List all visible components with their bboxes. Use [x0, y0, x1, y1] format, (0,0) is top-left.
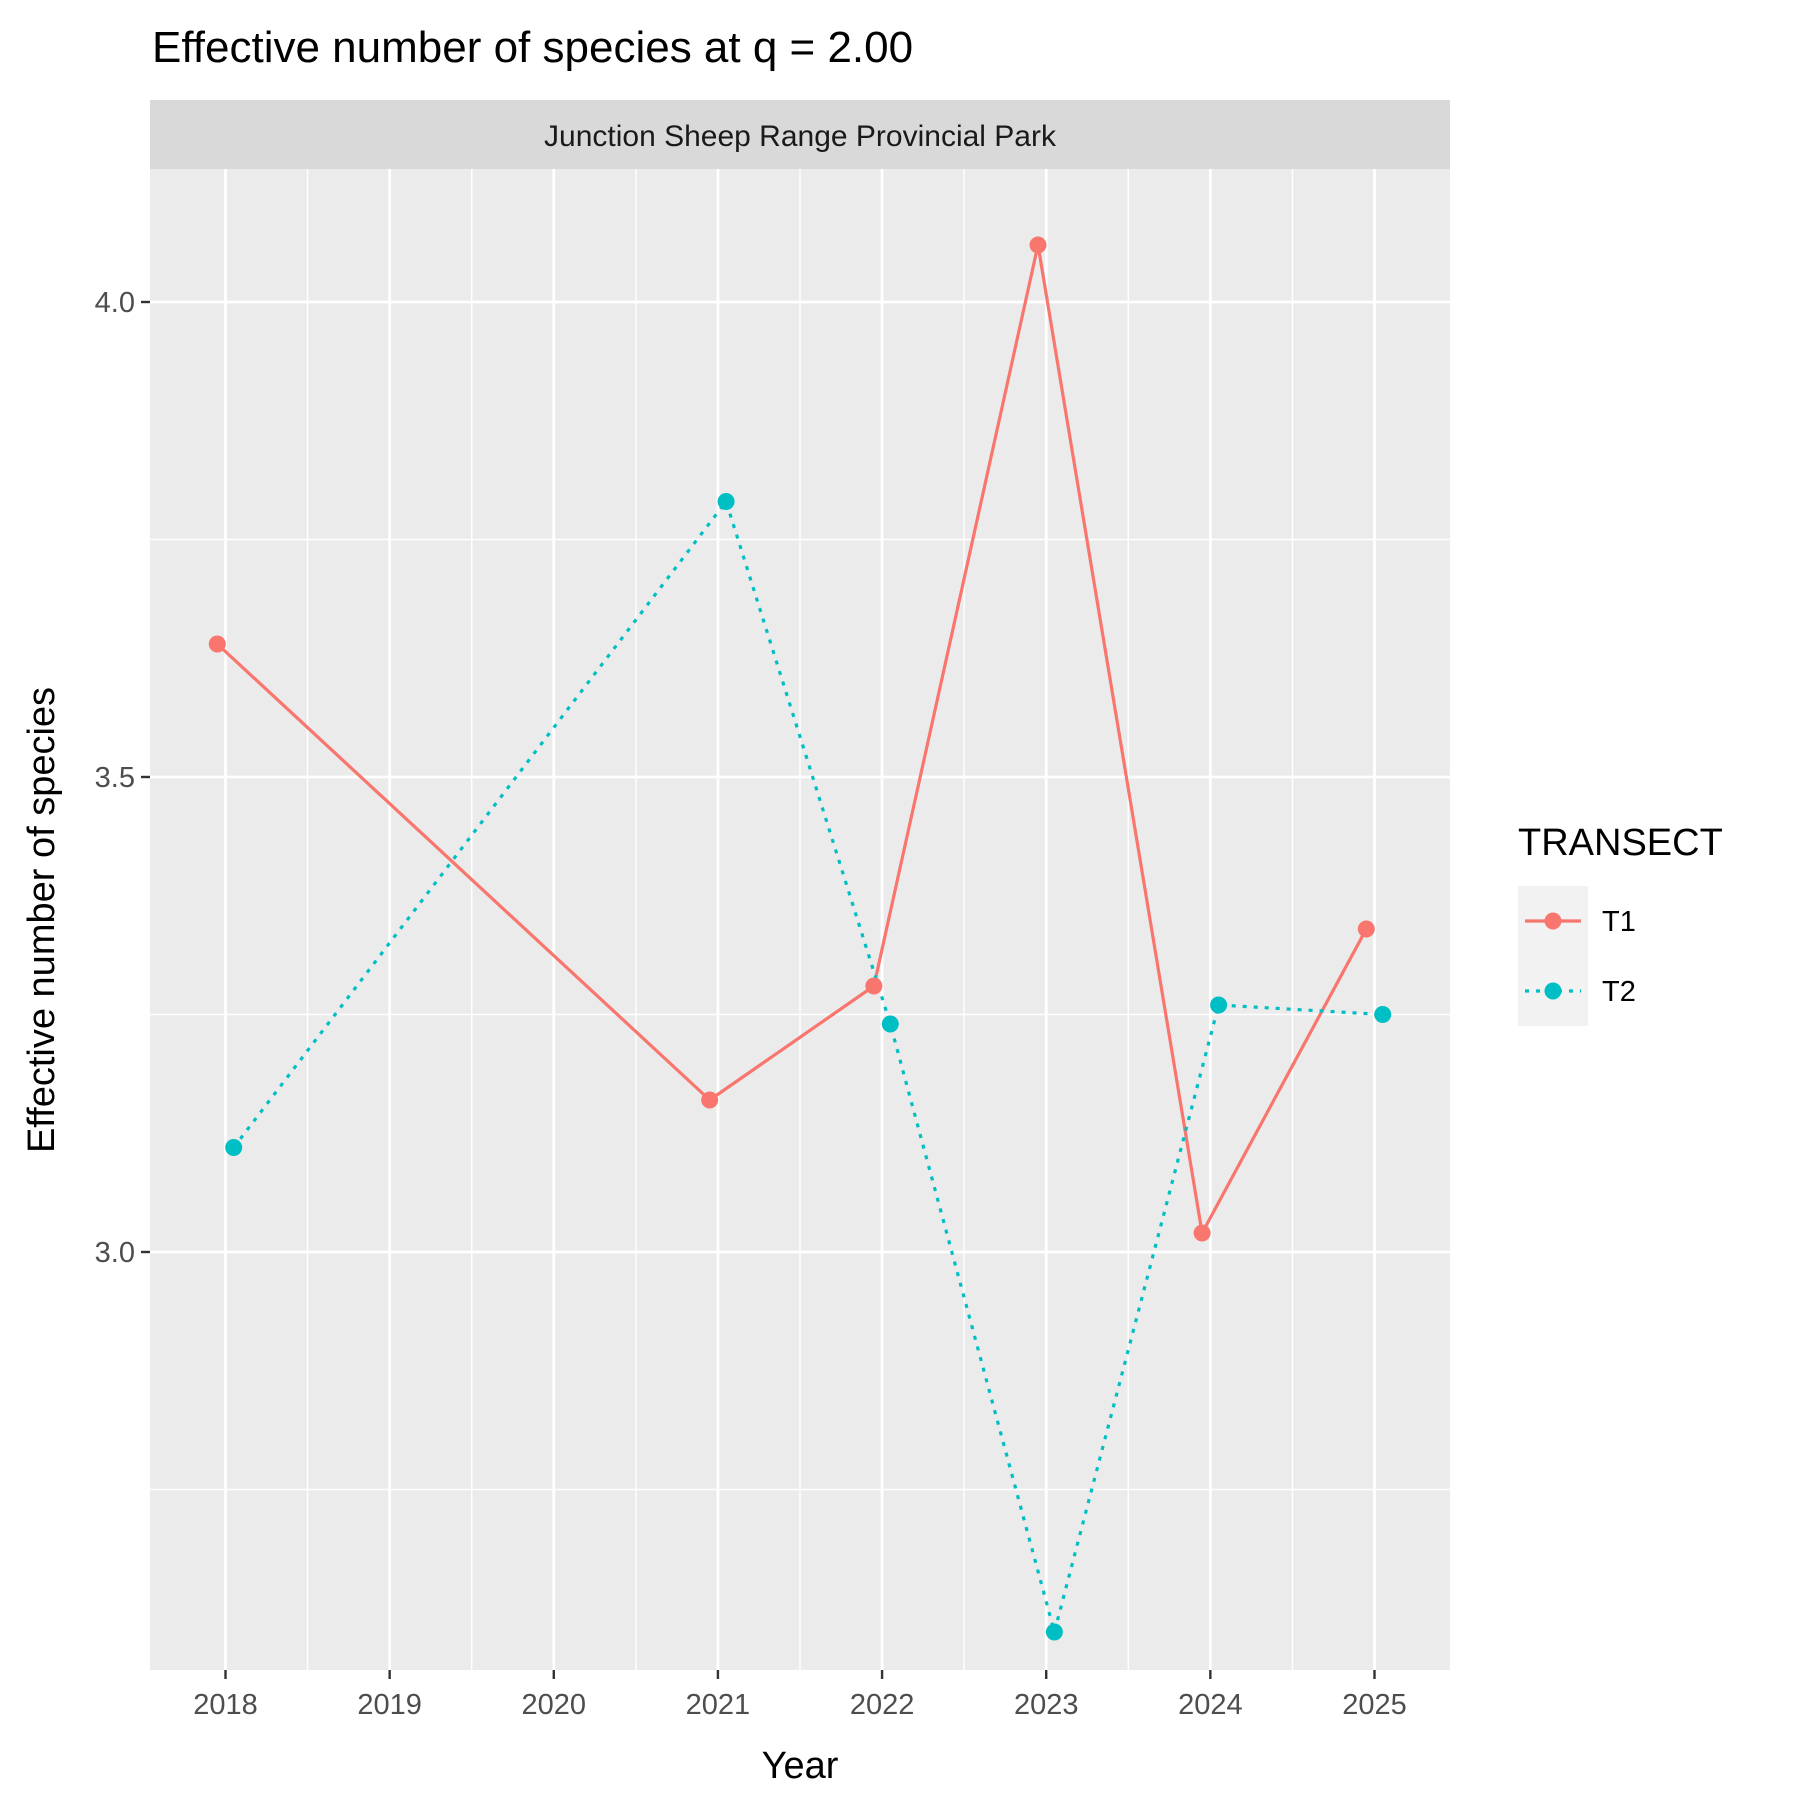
legend-label-t1: T1 — [1602, 906, 1636, 938]
data-point-t1 — [1193, 1224, 1211, 1242]
data-point-t2 — [717, 493, 735, 510]
x-tick-label: 2023 — [1014, 1689, 1079, 1721]
legend-keys: T1 T2 — [1518, 886, 1636, 1026]
facet-label: Junction Sheep Range Provincial Park — [544, 120, 1057, 153]
x-tick-label: 2020 — [522, 1689, 587, 1721]
x-tick-label: 2022 — [850, 1689, 915, 1721]
data-point-t2 — [225, 1139, 243, 1156]
data-point-t1 — [1357, 920, 1375, 938]
y-axis-title: Effective number of species — [21, 687, 63, 1153]
legend-key-point — [1544, 912, 1562, 930]
legend-label-t2: T2 — [1602, 976, 1636, 1008]
series-points — [208, 236, 1392, 1641]
facet-strip — [150, 100, 1450, 169]
data-point-t2 — [1374, 1006, 1392, 1023]
grid-minor — [150, 169, 1450, 1670]
data-point-t2 — [1045, 1623, 1063, 1641]
y-axis: 3.0 3.5 4.0 — [95, 287, 150, 1269]
x-tick-label: 2025 — [1342, 1689, 1407, 1721]
legend: TRANSECT T1 T2 — [1518, 822, 1723, 1026]
y-tick-label: 3.0 — [95, 1237, 135, 1269]
data-point-t1 — [701, 1091, 719, 1109]
series-lines — [216, 243, 1383, 1634]
y-tick-label: 3.5 — [95, 762, 135, 794]
data-point-t1 — [865, 977, 883, 995]
data-point-t2 — [1210, 996, 1228, 1014]
chart-title: Effective number of species at q = 2.00 — [152, 23, 913, 72]
data-point-t1 — [208, 635, 226, 653]
x-tick-label: 2021 — [686, 1689, 751, 1721]
x-tick-label: 2024 — [1178, 1689, 1243, 1721]
x-axis-title: Year — [762, 1745, 839, 1787]
data-point-t1 — [1029, 236, 1047, 254]
series-line-t2 — [232, 499, 1383, 1634]
x-tick-label: 2018 — [193, 1689, 258, 1721]
legend-key-point — [1544, 982, 1562, 1000]
legend-title: TRANSECT — [1518, 822, 1723, 864]
grid-major — [150, 169, 1450, 1670]
x-tick-label: 2019 — [357, 1689, 422, 1721]
data-point-t2 — [881, 1015, 899, 1033]
x-axis: 2018 2019 2020 2021 2022 2023 2024 2025 — [193, 1670, 1407, 1721]
y-tick-label: 4.0 — [95, 287, 135, 319]
series-line-t1 — [216, 243, 1368, 1235]
